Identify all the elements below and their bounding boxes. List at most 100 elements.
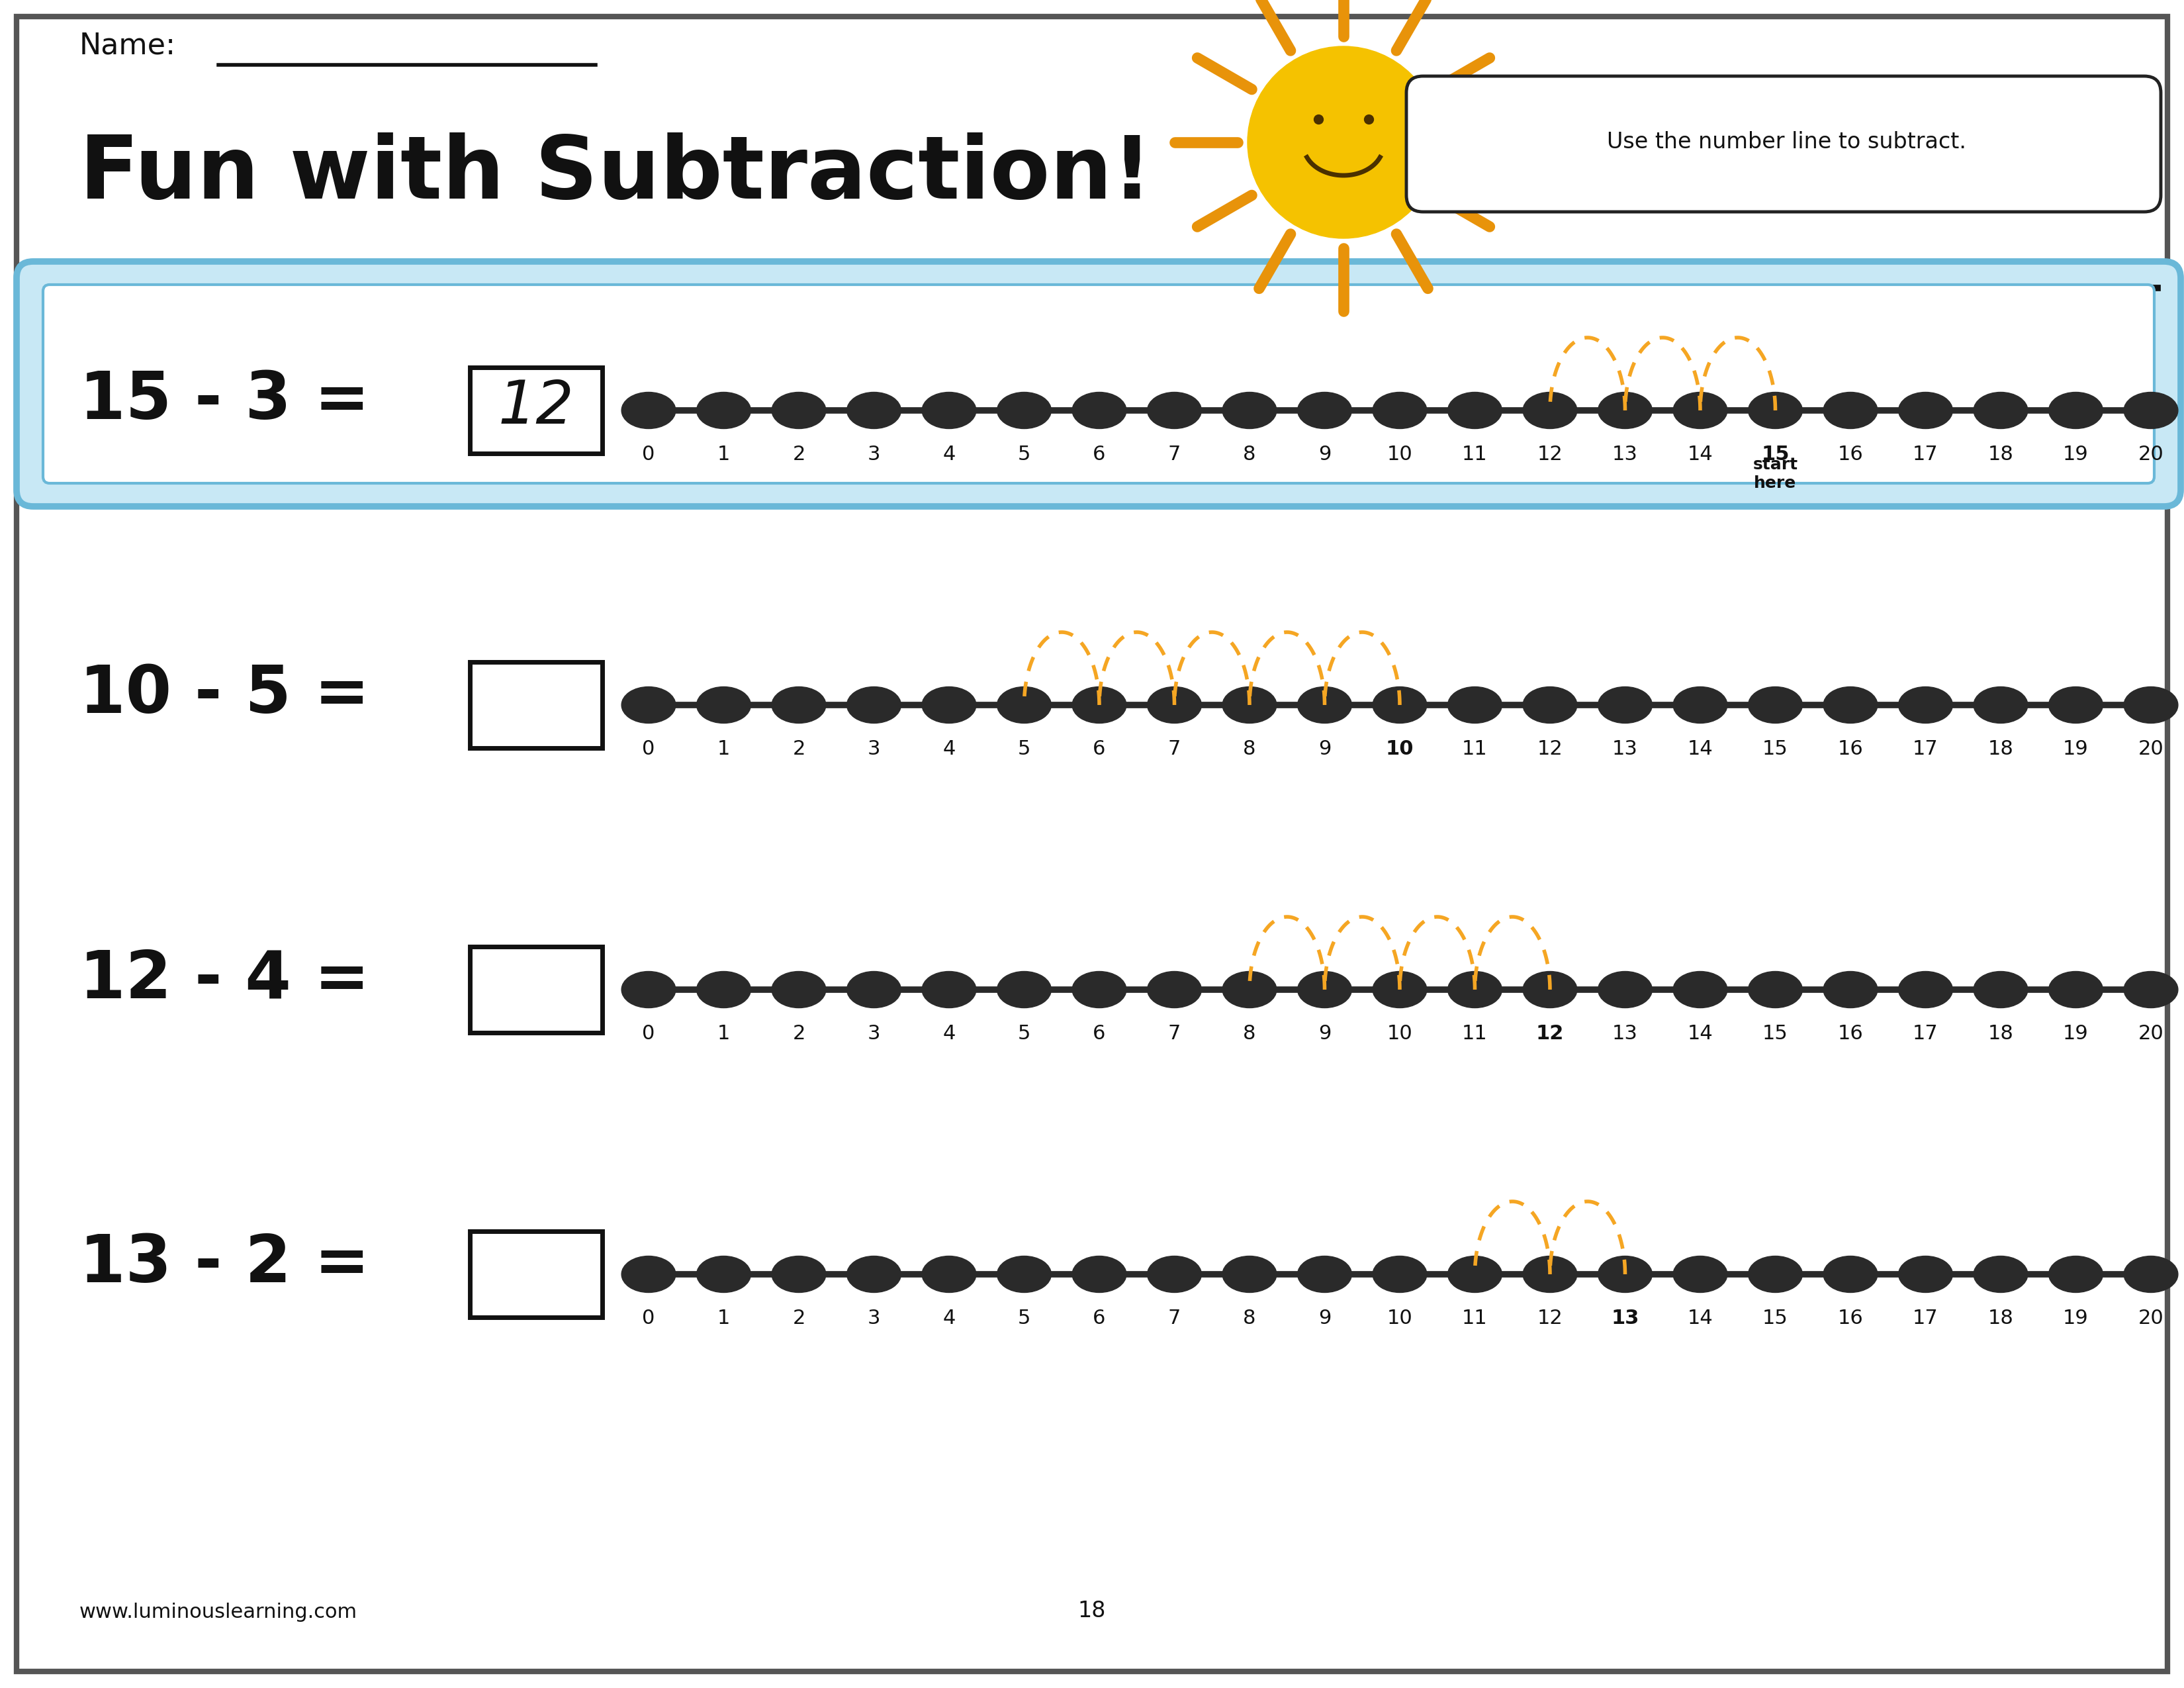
Ellipse shape xyxy=(1297,392,1352,429)
Text: 1: 1 xyxy=(716,446,729,464)
Text: Fun with Subtraction!: Fun with Subtraction! xyxy=(79,132,1153,216)
Text: start
here: start here xyxy=(1754,457,1797,491)
Text: 2: 2 xyxy=(793,1025,806,1043)
Ellipse shape xyxy=(1824,1256,1878,1293)
Text: 19: 19 xyxy=(2064,446,2088,464)
Text: 16: 16 xyxy=(1837,739,1863,758)
Text: 11: 11 xyxy=(1461,1025,1487,1043)
Ellipse shape xyxy=(998,1256,1051,1293)
Text: 10: 10 xyxy=(1387,446,1413,464)
FancyBboxPatch shape xyxy=(1406,76,2160,211)
Text: 14: 14 xyxy=(1688,1308,1712,1328)
Text: 5: 5 xyxy=(1018,739,1031,758)
Ellipse shape xyxy=(2049,971,2103,1008)
Ellipse shape xyxy=(622,1256,675,1293)
Text: 13: 13 xyxy=(1612,739,1638,758)
Ellipse shape xyxy=(1147,1256,1201,1293)
Text: 7: 7 xyxy=(1168,1025,1182,1043)
Text: Use the number line to subtract.: Use the number line to subtract. xyxy=(1607,132,1966,154)
Text: 7: 7 xyxy=(1168,739,1182,758)
Text: 18: 18 xyxy=(1987,446,2014,464)
Ellipse shape xyxy=(1824,971,1878,1008)
Text: 9: 9 xyxy=(1319,446,1330,464)
Text: 6: 6 xyxy=(1092,446,1105,464)
Ellipse shape xyxy=(1898,687,1952,722)
Text: 11: 11 xyxy=(1461,446,1487,464)
Text: 16: 16 xyxy=(1837,1308,1863,1328)
Text: 6: 6 xyxy=(1092,1308,1105,1328)
Ellipse shape xyxy=(1673,1256,1728,1293)
Ellipse shape xyxy=(1747,1256,1802,1293)
Text: 6: 6 xyxy=(1092,1025,1105,1043)
Ellipse shape xyxy=(2123,392,2177,429)
Text: 4: 4 xyxy=(943,446,954,464)
Ellipse shape xyxy=(771,971,826,1008)
Circle shape xyxy=(1247,46,1439,238)
FancyBboxPatch shape xyxy=(470,1231,603,1317)
Ellipse shape xyxy=(1522,687,1577,722)
Ellipse shape xyxy=(922,687,976,722)
Ellipse shape xyxy=(1147,392,1201,429)
Text: www.luminouslearning.com: www.luminouslearning.com xyxy=(79,1602,358,1622)
Ellipse shape xyxy=(1448,971,1503,1008)
Ellipse shape xyxy=(697,971,751,1008)
Text: 2: 2 xyxy=(793,739,806,758)
Text: 12: 12 xyxy=(1538,446,1564,464)
Text: 18: 18 xyxy=(1079,1600,1105,1622)
Ellipse shape xyxy=(1974,687,2027,722)
Ellipse shape xyxy=(1072,687,1127,722)
Ellipse shape xyxy=(847,687,902,722)
Text: 12: 12 xyxy=(1538,1308,1564,1328)
Text: 1: 1 xyxy=(716,1308,729,1328)
Text: 19: 19 xyxy=(2064,1025,2088,1043)
Ellipse shape xyxy=(847,392,902,429)
Text: 17: 17 xyxy=(1913,739,1939,758)
Text: 3: 3 xyxy=(867,1025,880,1043)
Text: 8: 8 xyxy=(1243,446,1256,464)
Text: 18: 18 xyxy=(1987,739,2014,758)
Ellipse shape xyxy=(998,687,1051,722)
Ellipse shape xyxy=(1522,392,1577,429)
Text: 3: 3 xyxy=(867,1308,880,1328)
Text: 16: 16 xyxy=(1837,1025,1863,1043)
Ellipse shape xyxy=(1898,971,1952,1008)
Ellipse shape xyxy=(697,687,751,722)
Ellipse shape xyxy=(1147,971,1201,1008)
Text: 13: 13 xyxy=(1612,446,1638,464)
Ellipse shape xyxy=(771,392,826,429)
Ellipse shape xyxy=(771,687,826,722)
Ellipse shape xyxy=(1599,971,1651,1008)
Text: 3: 3 xyxy=(867,446,880,464)
Ellipse shape xyxy=(847,1256,902,1293)
Ellipse shape xyxy=(998,392,1051,429)
Ellipse shape xyxy=(1599,392,1651,429)
Ellipse shape xyxy=(1072,1256,1127,1293)
Text: 13: 13 xyxy=(1612,1025,1638,1043)
FancyBboxPatch shape xyxy=(17,17,2167,1671)
FancyBboxPatch shape xyxy=(470,947,603,1033)
Ellipse shape xyxy=(1448,392,1503,429)
Ellipse shape xyxy=(1898,1256,1952,1293)
Ellipse shape xyxy=(1374,1256,1426,1293)
Ellipse shape xyxy=(1974,1256,2027,1293)
Ellipse shape xyxy=(2049,392,2103,429)
Ellipse shape xyxy=(2123,971,2177,1008)
Text: 10: 10 xyxy=(1387,1308,1413,1328)
Text: 20: 20 xyxy=(2138,739,2164,758)
Text: 12: 12 xyxy=(1538,739,1564,758)
Text: 19: 19 xyxy=(2064,739,2088,758)
Ellipse shape xyxy=(1898,392,1952,429)
Ellipse shape xyxy=(1974,971,2027,1008)
Text: Name:: Name: xyxy=(79,30,177,59)
Text: 10 - 5 =: 10 - 5 = xyxy=(79,663,369,728)
FancyBboxPatch shape xyxy=(44,285,2153,483)
Ellipse shape xyxy=(2049,687,2103,722)
Text: 0: 0 xyxy=(642,739,655,758)
Text: 17: 17 xyxy=(1913,446,1939,464)
Ellipse shape xyxy=(1974,392,2027,429)
Ellipse shape xyxy=(1747,687,1802,722)
Ellipse shape xyxy=(1374,971,1426,1008)
Ellipse shape xyxy=(1747,392,1802,429)
Ellipse shape xyxy=(1374,687,1426,722)
Ellipse shape xyxy=(1747,971,1802,1008)
